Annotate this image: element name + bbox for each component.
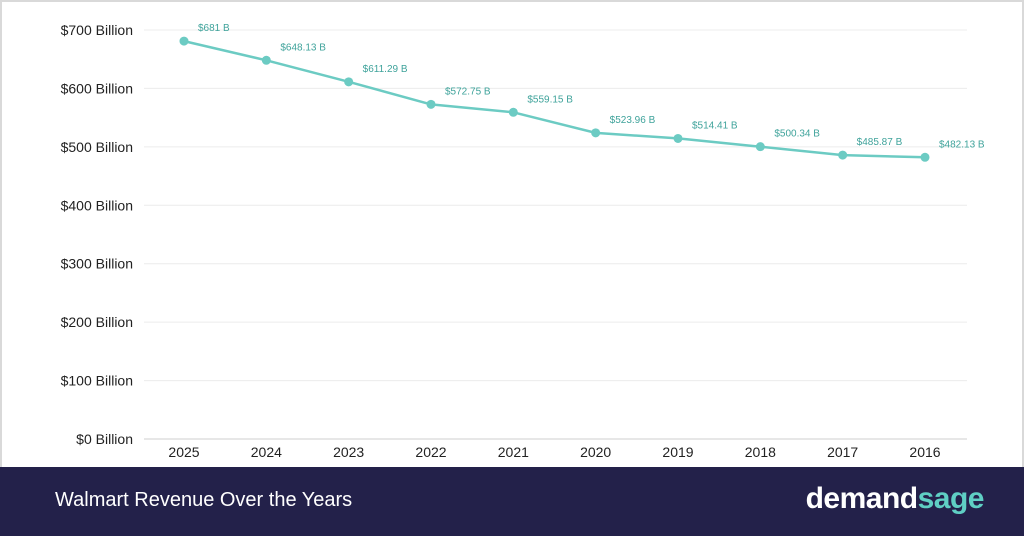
y-tick-label: $500 Billion <box>61 139 133 155</box>
series-line <box>183 39 926 159</box>
x-tick-label: 2017 <box>827 444 858 460</box>
gridlines <box>144 29 967 440</box>
data-point <box>838 150 848 160</box>
x-tick-label: 2024 <box>251 444 282 460</box>
y-tick-label: $300 Billion <box>61 256 133 272</box>
brand-logo: demandsage <box>805 482 985 516</box>
data-point <box>920 152 930 162</box>
y-axis-ticks: $0 Billion $100 Billion $200 Billion $300 B… <box>61 22 133 447</box>
data-label: $514.41 B <box>692 120 738 131</box>
data-label: $648.13 B <box>280 42 326 53</box>
data-label: $500.34 B <box>774 129 820 140</box>
data-label: $611.29 B <box>363 64 408 75</box>
data-label: $482.13 B <box>939 139 985 150</box>
brand-logo-part-sage: sage <box>917 482 985 515</box>
data-label: $485.87 B <box>857 137 903 148</box>
x-tick-label: 2020 <box>580 444 611 460</box>
x-tick-label: 2019 <box>662 444 693 460</box>
data-labels: $681 B $648.13 B $611.29 B $572.75 B $559.15… <box>198 23 985 150</box>
y-tick-label: $0 Billion <box>76 431 133 447</box>
x-tick-label: 2023 <box>333 444 364 460</box>
data-label: $559.15 B <box>527 94 573 105</box>
x-tick-label: 2021 <box>498 444 529 460</box>
y-tick-label: $700 Billion <box>61 22 133 38</box>
y-tick-label: $100 Billion <box>61 373 133 389</box>
data-point <box>261 55 271 65</box>
footer-bar: Walmart Revenue Over the Years demandsag… <box>0 467 1024 536</box>
series-line-layer <box>183 39 926 159</box>
data-point <box>591 128 601 138</box>
y-tick-label: $200 Billion <box>61 314 133 330</box>
y-tick-label: $400 Billion <box>61 197 133 213</box>
data-point <box>673 133 683 143</box>
data-label: $681 B <box>198 23 230 34</box>
x-tick-label: 2022 <box>415 444 446 460</box>
x-tick-label: 2016 <box>909 444 940 460</box>
chart-title: Walmart Revenue Over the Years <box>55 489 353 511</box>
data-points <box>179 36 930 162</box>
x-axis-ticks: 2025 2024 2023 2022 2021 2020 2019 2018 2017 2016 <box>168 444 940 460</box>
data-point <box>344 77 354 87</box>
data-label: $523.96 B <box>610 115 656 126</box>
data-point <box>755 142 765 152</box>
data-label: $572.75 B <box>445 86 491 97</box>
data-point <box>426 99 436 109</box>
data-point <box>179 36 189 46</box>
line-chart: $0 Billion $100 Billion $200 Billion $300 B… <box>61 22 985 460</box>
brand-logo-part-demand: demand <box>805 482 919 515</box>
x-tick-label: 2025 <box>168 444 199 460</box>
y-tick-label: $600 Billion <box>61 80 133 96</box>
x-tick-label: 2018 <box>745 444 776 460</box>
data-point <box>508 107 518 117</box>
